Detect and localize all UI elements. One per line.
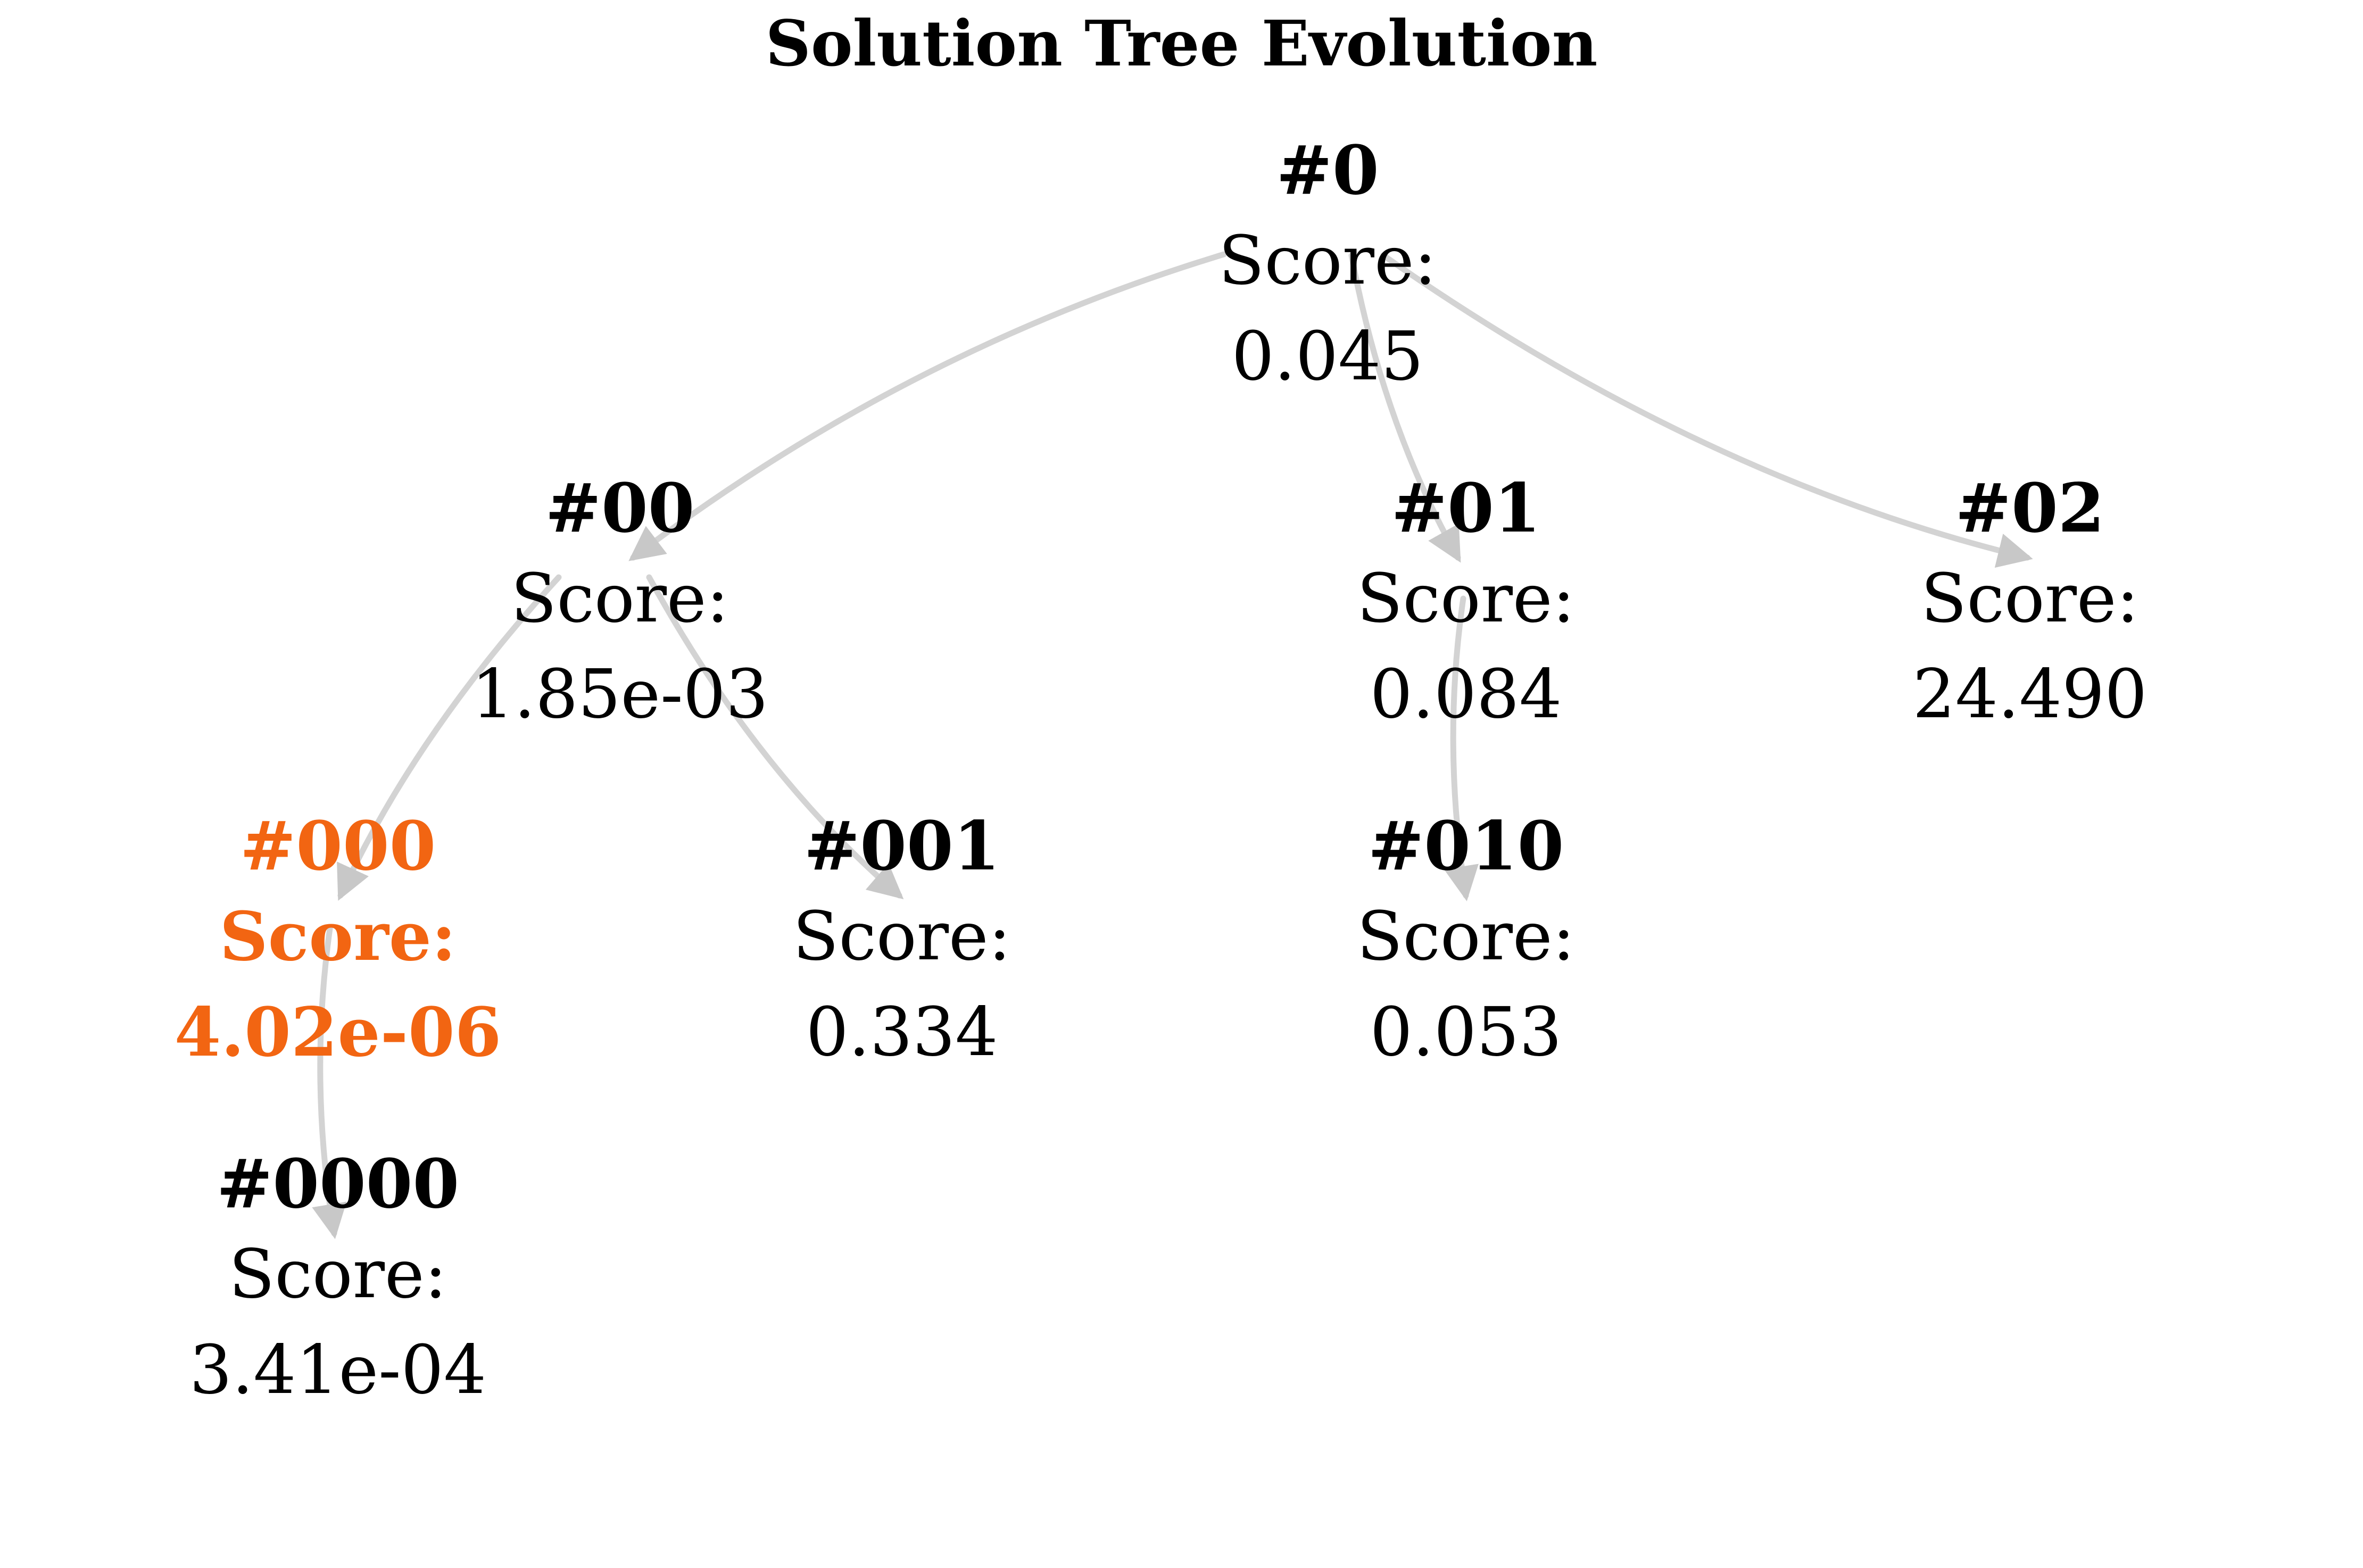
diagram-title: Solution Tree Evolution bbox=[765, 6, 1598, 80]
node-score-value: 0.084 bbox=[1370, 655, 1562, 733]
node-score-value: 3.41e-04 bbox=[189, 1331, 487, 1409]
edge-0-to-02 bbox=[1380, 252, 2033, 568]
edge-00-to-000 bbox=[337, 574, 562, 901]
edge-00-to-001 bbox=[646, 574, 904, 900]
edge-000-to-0000 bbox=[312, 925, 347, 1239]
node-score-label: Score: bbox=[229, 1235, 447, 1313]
node-score-label: Score: bbox=[1357, 559, 1575, 637]
node-score-label: Score: bbox=[793, 897, 1011, 975]
tree-node-00: #00 Score: 1.85e-03 bbox=[407, 466, 833, 742]
node-id-label: #02 bbox=[1955, 469, 2105, 547]
node-score-label: Score: bbox=[1921, 559, 2139, 637]
node-score-label: Score: bbox=[1357, 897, 1575, 975]
tree-node-0: #0 Score: 0.045 bbox=[1115, 128, 1540, 404]
node-id-label: #00 bbox=[545, 469, 695, 547]
tree-node-01: #01 Score: 0.084 bbox=[1253, 466, 1679, 742]
edge-layer bbox=[312, 251, 2033, 1239]
node-id-label: #000 bbox=[239, 807, 436, 885]
tree-node-02: #02 Score: 24.490 bbox=[1817, 466, 2243, 742]
tree-node-001: #001 Score: 0.334 bbox=[689, 803, 1115, 1080]
node-score-value: 24.490 bbox=[1912, 655, 2148, 733]
tree-node-010: #010 Score: 0.053 bbox=[1253, 803, 1679, 1080]
node-score-value: 0.334 bbox=[806, 993, 998, 1071]
tree-node-0000: #0000 Score: 3.41e-04 bbox=[125, 1141, 551, 1418]
edge-01-to-010 bbox=[1444, 595, 1479, 901]
node-score-label: Score: bbox=[511, 559, 729, 637]
node-score-value: 1.85e-03 bbox=[471, 655, 769, 733]
node-id-label: #0000 bbox=[216, 1144, 460, 1223]
node-score-value: 0.053 bbox=[1370, 993, 1562, 1071]
node-id-label: #01 bbox=[1391, 469, 1541, 547]
node-id-label: #0 bbox=[1276, 131, 1379, 210]
node-score-label: Score: bbox=[1218, 221, 1437, 300]
edge-0-to-00 bbox=[628, 251, 1227, 561]
node-id-label: #001 bbox=[803, 807, 1000, 885]
node-score-label: Score: bbox=[219, 897, 457, 976]
node-score-value: 0.045 bbox=[1231, 317, 1424, 395]
node-id-label: #010 bbox=[1367, 807, 1564, 885]
node-score-value: 4.02e-06 bbox=[174, 993, 502, 1072]
tree-node-000: #000 Score: 4.02e-06 bbox=[125, 803, 551, 1080]
edge-0-to-01 bbox=[1348, 252, 1461, 563]
